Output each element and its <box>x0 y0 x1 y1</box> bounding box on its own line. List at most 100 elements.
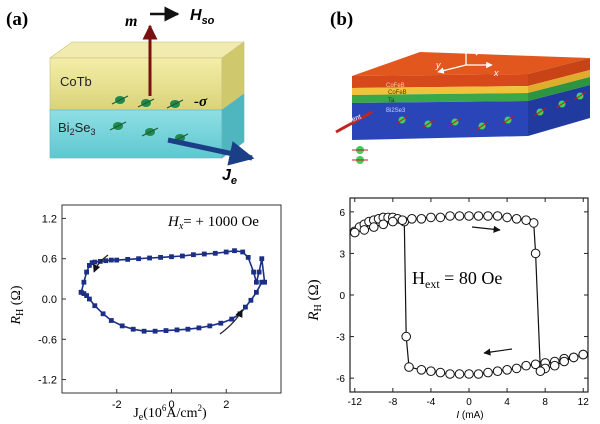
chart-b-ytick-label: 3 <box>339 249 345 260</box>
chart-b-point <box>401 331 412 342</box>
chart-a-point <box>81 279 87 285</box>
chart-a-point <box>163 328 169 333</box>
chart-b-point <box>511 363 522 374</box>
chart-b-point <box>388 216 398 227</box>
chart-b-point <box>578 349 589 360</box>
chart-b-point <box>426 212 436 223</box>
layer-label-3: Bi2Se3 <box>386 108 406 114</box>
chart-a-xtick-label: 2 <box>223 399 229 411</box>
layer-cofeb-top <box>352 74 528 88</box>
chart-a-point <box>207 323 213 329</box>
chart-a-point <box>245 255 251 260</box>
chart-a-point <box>223 249 229 255</box>
chart-a-xtick-label: -2 <box>112 399 122 411</box>
bi2se3-label: Bi2Se3 <box>58 120 96 137</box>
chart-a-point <box>158 255 163 260</box>
chart-b-point <box>464 369 474 379</box>
chart-a-point <box>254 289 259 295</box>
chart-a-point <box>240 249 246 255</box>
layer-yellow <box>352 86 528 95</box>
chart-b-point <box>473 369 484 379</box>
chart-a-point <box>81 291 87 296</box>
chart-b-xtick-label: -4 <box>426 397 435 408</box>
chart-b-point <box>435 212 446 223</box>
chart-b-point <box>359 225 370 235</box>
chart-b-point <box>549 360 560 371</box>
chart-b-point <box>378 219 389 230</box>
layer-label-0: CoFeB <box>386 83 405 89</box>
chart-b-point <box>502 212 512 223</box>
chart-a-point <box>174 327 180 333</box>
chart-a-point <box>125 257 131 262</box>
chart-b-ytick-label: 6 <box>339 208 345 219</box>
chart-a-point <box>152 328 158 334</box>
chart-a-point <box>212 250 218 256</box>
hext-label-b: Hext <box>560 30 578 42</box>
chart-b-arrow-top <box>471 225 501 233</box>
chart-a-series <box>78 248 267 334</box>
chart-a-ytick-label: -0.6 <box>38 334 57 346</box>
hext-arrow-b <box>519 30 557 41</box>
chart-b-point <box>483 211 493 221</box>
chart-a-point <box>87 296 92 302</box>
chart-b-ylabel: RH (Ω) <box>306 279 324 321</box>
chart-b-xtick-label: 0 <box>466 397 472 408</box>
chart-a-point <box>100 311 106 317</box>
chart-a-annotation: Hx= + 1000 Oe <box>167 214 259 232</box>
chart-a-point <box>84 293 89 298</box>
chart-a-point <box>251 269 256 275</box>
spin-arrows-b <box>352 91 587 161</box>
chart-b-point <box>530 248 541 259</box>
side-green <box>528 77 590 101</box>
chart-b-point <box>404 362 414 372</box>
tau-label-b: τSO <box>490 14 504 26</box>
cotb-label: CoTb <box>60 74 92 89</box>
axis-x-label: x <box>493 68 499 78</box>
chart-a-point <box>262 279 267 285</box>
cotb-top-face <box>49 41 245 59</box>
chart-a-ytick-label: 0.6 <box>42 254 57 266</box>
chart-a-point <box>218 320 224 326</box>
sigma-label: -σ <box>194 94 208 110</box>
chart-a-point <box>92 303 98 309</box>
chart-a-point <box>185 326 191 332</box>
chart-a-point <box>119 323 125 329</box>
chart-a-point <box>147 255 152 261</box>
chart-a-point <box>108 257 114 263</box>
chart-b-point <box>454 211 465 221</box>
bi2se3-front-face <box>49 109 223 159</box>
layer-green <box>352 93 528 103</box>
hso-label-b: HSO <box>454 16 472 28</box>
chart-b-annotation: Hext = 80 Oe <box>412 268 502 291</box>
chart-a-point <box>254 279 259 285</box>
chart-b-point <box>521 215 531 225</box>
chart-a-ylabel: RH (Ω) <box>9 285 26 325</box>
chart-a-point <box>92 259 98 265</box>
layer-label-1: CoFeB <box>388 90 407 96</box>
current-arrow <box>335 110 373 134</box>
chart-b-xlabel: I (mA) <box>456 410 483 421</box>
chart-b-series <box>350 211 589 379</box>
chart-a-point <box>87 263 92 268</box>
chart-b-point <box>454 369 465 379</box>
chart-a-arrow-left <box>92 254 109 273</box>
chart-b-xtick-label: 8 <box>542 397 548 408</box>
chart-b-point <box>416 365 427 375</box>
chart-a-arrow-right <box>219 309 243 335</box>
chart-a-point <box>229 316 235 322</box>
chart-b-point <box>407 214 417 224</box>
chart-b-point <box>416 214 427 224</box>
cotb-front-face <box>49 57 223 111</box>
chart-a-point <box>191 252 196 258</box>
hso-label: Hso <box>190 7 215 27</box>
axes-b <box>437 22 493 74</box>
panel-a-schematic: (a) m Hso CoTb Bi2Se3 -σ <box>6 6 255 187</box>
chart-a-point <box>248 297 254 303</box>
chart-a-ytick-label: -1.2 <box>38 375 57 387</box>
chart-a-point <box>141 328 147 334</box>
chart-a-point <box>136 256 141 262</box>
chart-a-point <box>196 325 202 331</box>
je-arrow <box>167 137 255 166</box>
chart-b-point <box>483 367 493 378</box>
